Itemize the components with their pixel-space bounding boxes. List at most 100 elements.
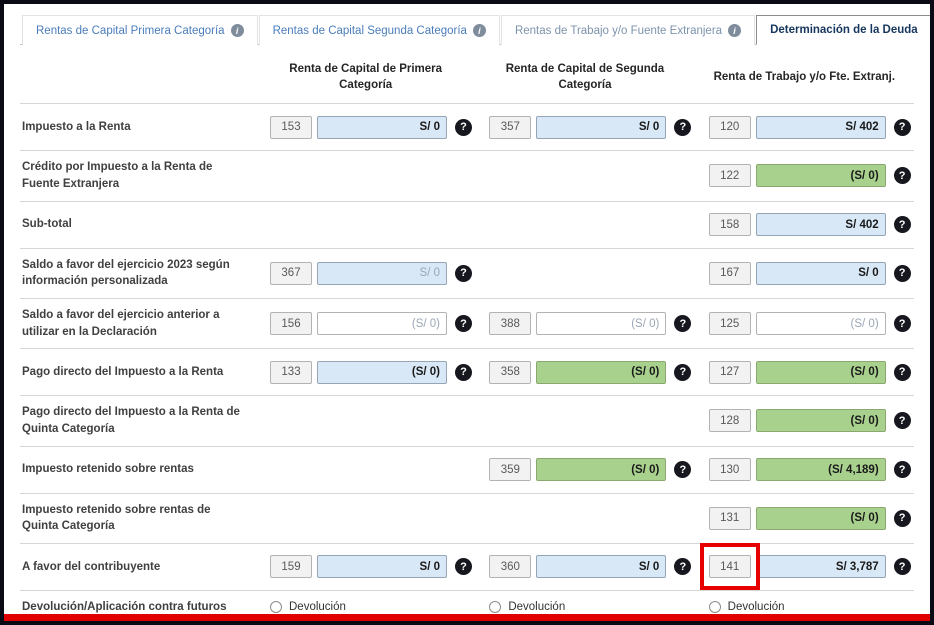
cell: 153 S/ 0? [256, 115, 475, 139]
table-row-devolucio-n-aplicacio-n-contra-futuros-p: Devolución/Aplicación contra futuros pag… [20, 589, 914, 621]
radio-option-devolucio-n[interactable]: Devolución [708, 600, 785, 613]
help-icon[interactable]: ? [674, 558, 692, 576]
help-icon[interactable]: ? [893, 558, 911, 576]
field-value-130[interactable]: (S/ 4,189) [755, 458, 886, 482]
field-128: 128 (S/ 0)? [708, 409, 911, 433]
field-158: 158 S/ 402? [708, 213, 911, 237]
field-value-357[interactable]: S/ 0 [536, 115, 667, 139]
radio-option-devolucio-n[interactable]: Devolución [270, 600, 346, 613]
row-label: Impuesto retenido sobre rentas de Quinta… [22, 503, 211, 533]
radio-button-icon[interactable] [489, 618, 502, 621]
help-icon[interactable]: ? [893, 315, 911, 333]
radio-option-aplicacio-n[interactable]: Aplicación [270, 618, 346, 621]
help-icon[interactable]: ? [674, 315, 692, 333]
field-code-167: 167 [708, 261, 751, 285]
radio-button-icon[interactable] [270, 600, 282, 613]
field-code-wrap: 153 [270, 115, 312, 139]
field-code-159: 159 [270, 555, 312, 579]
help-icon[interactable]: ? [455, 118, 472, 136]
field-value-388[interactable]: (S/ 0) [536, 312, 667, 336]
field-153: 153 S/ 0? [270, 115, 472, 139]
field-code-156: 156 [270, 312, 312, 336]
help-icon[interactable]: ? [893, 461, 911, 479]
tab-determinacio-n-de-la-deuda[interactable]: Determinación de la Deuda [756, 15, 930, 45]
field-code-wrap: 158 [708, 213, 751, 237]
help-icon[interactable]: ? [893, 118, 911, 136]
column-header-1: Renta de Capital de Primera Categoría [256, 61, 475, 93]
field-value-128[interactable]: (S/ 0) [755, 409, 886, 433]
cell: 159 S/ 0? [256, 555, 475, 579]
help-icon[interactable]: ? [893, 509, 911, 527]
tab-rentas-de-trabajo-y-o-fuente-extranjera[interactable]: Rentas de Trabajo y/o Fuente Extranjera i [500, 15, 756, 45]
field-code-141: 141 [708, 555, 751, 579]
field-code-wrap: 357 [489, 115, 532, 139]
radio-button-icon[interactable] [708, 600, 721, 613]
field-code-359: 359 [489, 458, 532, 482]
help-icon[interactable]: ? [674, 461, 692, 479]
cell: 125 (S/ 0)? [695, 312, 914, 336]
tab-rentas-de-capital-primera-categori-a[interactable]: Rentas de Capital Primera Categoría i [22, 15, 258, 45]
radio-button-icon[interactable] [708, 618, 721, 621]
radio-group: Devolución Aplicación [708, 600, 785, 621]
field-value-131[interactable]: (S/ 0) [755, 506, 886, 530]
tab-label: Determinación de la Deuda [770, 24, 918, 36]
field-code-wrap: 360 [489, 555, 532, 579]
field-code-wrap: 167 [708, 261, 751, 285]
field-value-133[interactable]: (S/ 0) [317, 360, 447, 384]
help-icon[interactable]: ? [893, 363, 911, 381]
field-value-122[interactable]: (S/ 0) [755, 164, 886, 188]
field-code-wrap: 156 [270, 312, 312, 336]
column-header-2: Renta de Capital de Segunda Categoría [475, 61, 694, 93]
help-icon[interactable]: ? [893, 264, 911, 282]
field-value-156[interactable]: (S/ 0) [317, 312, 447, 336]
help-icon[interactable]: ? [674, 118, 692, 136]
cell: 360 S/ 0? [475, 555, 694, 579]
field-value-141[interactable]: S/ 3,787 [755, 555, 886, 579]
radio-option-aplicacio-n[interactable]: Aplicación [489, 618, 565, 621]
help-icon[interactable]: ? [893, 412, 911, 430]
cell: 133 (S/ 0)? [256, 360, 475, 384]
field-value-127[interactable]: (S/ 0) [755, 360, 886, 384]
field-code-wrap: 120 [708, 115, 751, 139]
radio-option-aplicacio-n[interactable]: Aplicación [708, 618, 785, 621]
field-value-120[interactable]: S/ 402 [755, 115, 886, 139]
help-icon[interactable]: ? [455, 315, 472, 333]
radio-button-icon[interactable] [270, 618, 282, 621]
help-icon[interactable]: ? [455, 558, 472, 576]
tab-rentas-de-capital-segunda-categori-a[interactable]: Rentas de Capital Segunda Categoría i [258, 15, 500, 45]
field-value-158[interactable]: S/ 402 [755, 213, 886, 237]
table-row-pago-directo-del-impuesto-a-la-renta: Pago directo del Impuesto a la Renta 133(… [20, 348, 914, 395]
field-value-367[interactable]: S/ 0 [317, 261, 447, 285]
field-value-159[interactable]: S/ 0 [317, 555, 447, 579]
table-row-cre-dito-por-impuesto-a-la-renta-de-fuen: Crédito por Impuesto a la Renta de Fuent… [20, 150, 914, 200]
help-icon[interactable]: ? [455, 363, 472, 381]
field-value-359[interactable]: (S/ 0) [536, 458, 667, 482]
row-label: Pago directo del Impuesto a la Renta de … [22, 406, 240, 435]
field-code-127: 127 [708, 360, 751, 384]
cell: 357 S/ 0? [475, 115, 694, 139]
field-value-358[interactable]: (S/ 0) [536, 360, 667, 384]
field-value-360[interactable]: S/ 0 [536, 555, 667, 579]
help-icon[interactable]: ? [674, 363, 692, 381]
field-value-167[interactable]: S/ 0 [755, 261, 886, 285]
info-icon: i [728, 24, 742, 37]
field-code-wrap: 122 [708, 164, 751, 188]
radio-group: Devolución Aplicación [489, 600, 565, 621]
field-value-125[interactable]: (S/ 0) [755, 312, 886, 336]
radio-button-icon[interactable] [489, 600, 502, 613]
field-code-122: 122 [708, 164, 751, 188]
help-icon[interactable]: ? [893, 216, 911, 234]
cell: Devolución Aplicación [256, 600, 475, 621]
help-icon[interactable]: ? [455, 264, 472, 282]
table-row-sub-total: Sub-total 158 S/ 402? [20, 200, 914, 248]
field-code-120: 120 [708, 115, 751, 139]
field-code-wrap: 130 [708, 458, 751, 482]
column-header-text: Renta de Capital de Primera Categoría [289, 63, 443, 92]
radio-option-devolucio-n[interactable]: Devolución [489, 600, 565, 613]
field-value-153[interactable]: S/ 0 [317, 115, 447, 139]
field-156: 156 (S/ 0)? [270, 312, 472, 336]
help-icon[interactable]: ? [893, 167, 911, 185]
field-359: 359 (S/ 0)? [489, 458, 692, 482]
field-code-357: 357 [489, 115, 532, 139]
